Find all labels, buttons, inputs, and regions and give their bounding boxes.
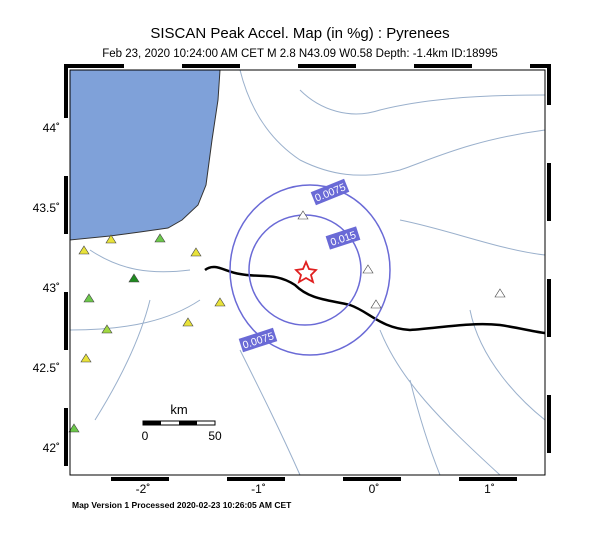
scale-start: 0 [142,429,149,443]
y-labels: 44˚ 43.5˚ 43˚ 42.5˚ 42˚ [33,121,60,455]
x-label: 0˚ [369,482,380,496]
map-frame [69,69,546,476]
scale-unit: km [170,402,187,417]
rivers [69,69,546,476]
y-label: 43˚ [43,281,60,295]
scale-bar: km 0 50 [142,402,222,443]
map-area: 0.0075 0.015 0.0075 km 0 50 [64,64,551,481]
footer: Map Version 1 Processed 2020-02-23 10:26… [72,500,292,510]
epicenter [294,259,318,284]
x-label: -2˚ [136,482,151,496]
stations [68,210,506,433]
ocean [69,69,221,241]
x-label: 1˚ [484,482,495,496]
y-label: 44˚ [43,121,60,135]
scale-end: 50 [208,429,222,443]
y-label: 42.5˚ [33,361,60,375]
y-label: 42˚ [43,441,60,455]
x-labels: -2˚ -1˚ 0˚ 1˚ [136,482,495,496]
title: SISCAN Peak Accel. Map (in %g) : Pyrenee… [150,25,449,42]
x-label: -1˚ [251,482,266,496]
contour-outer [229,184,391,356]
y-label: 43.5˚ [33,201,60,215]
map-frame-border [64,64,551,481]
border [204,265,546,335]
subtitle: Feb 23, 2020 10:24:00 AM CET M 2.8 N43.0… [102,48,498,60]
